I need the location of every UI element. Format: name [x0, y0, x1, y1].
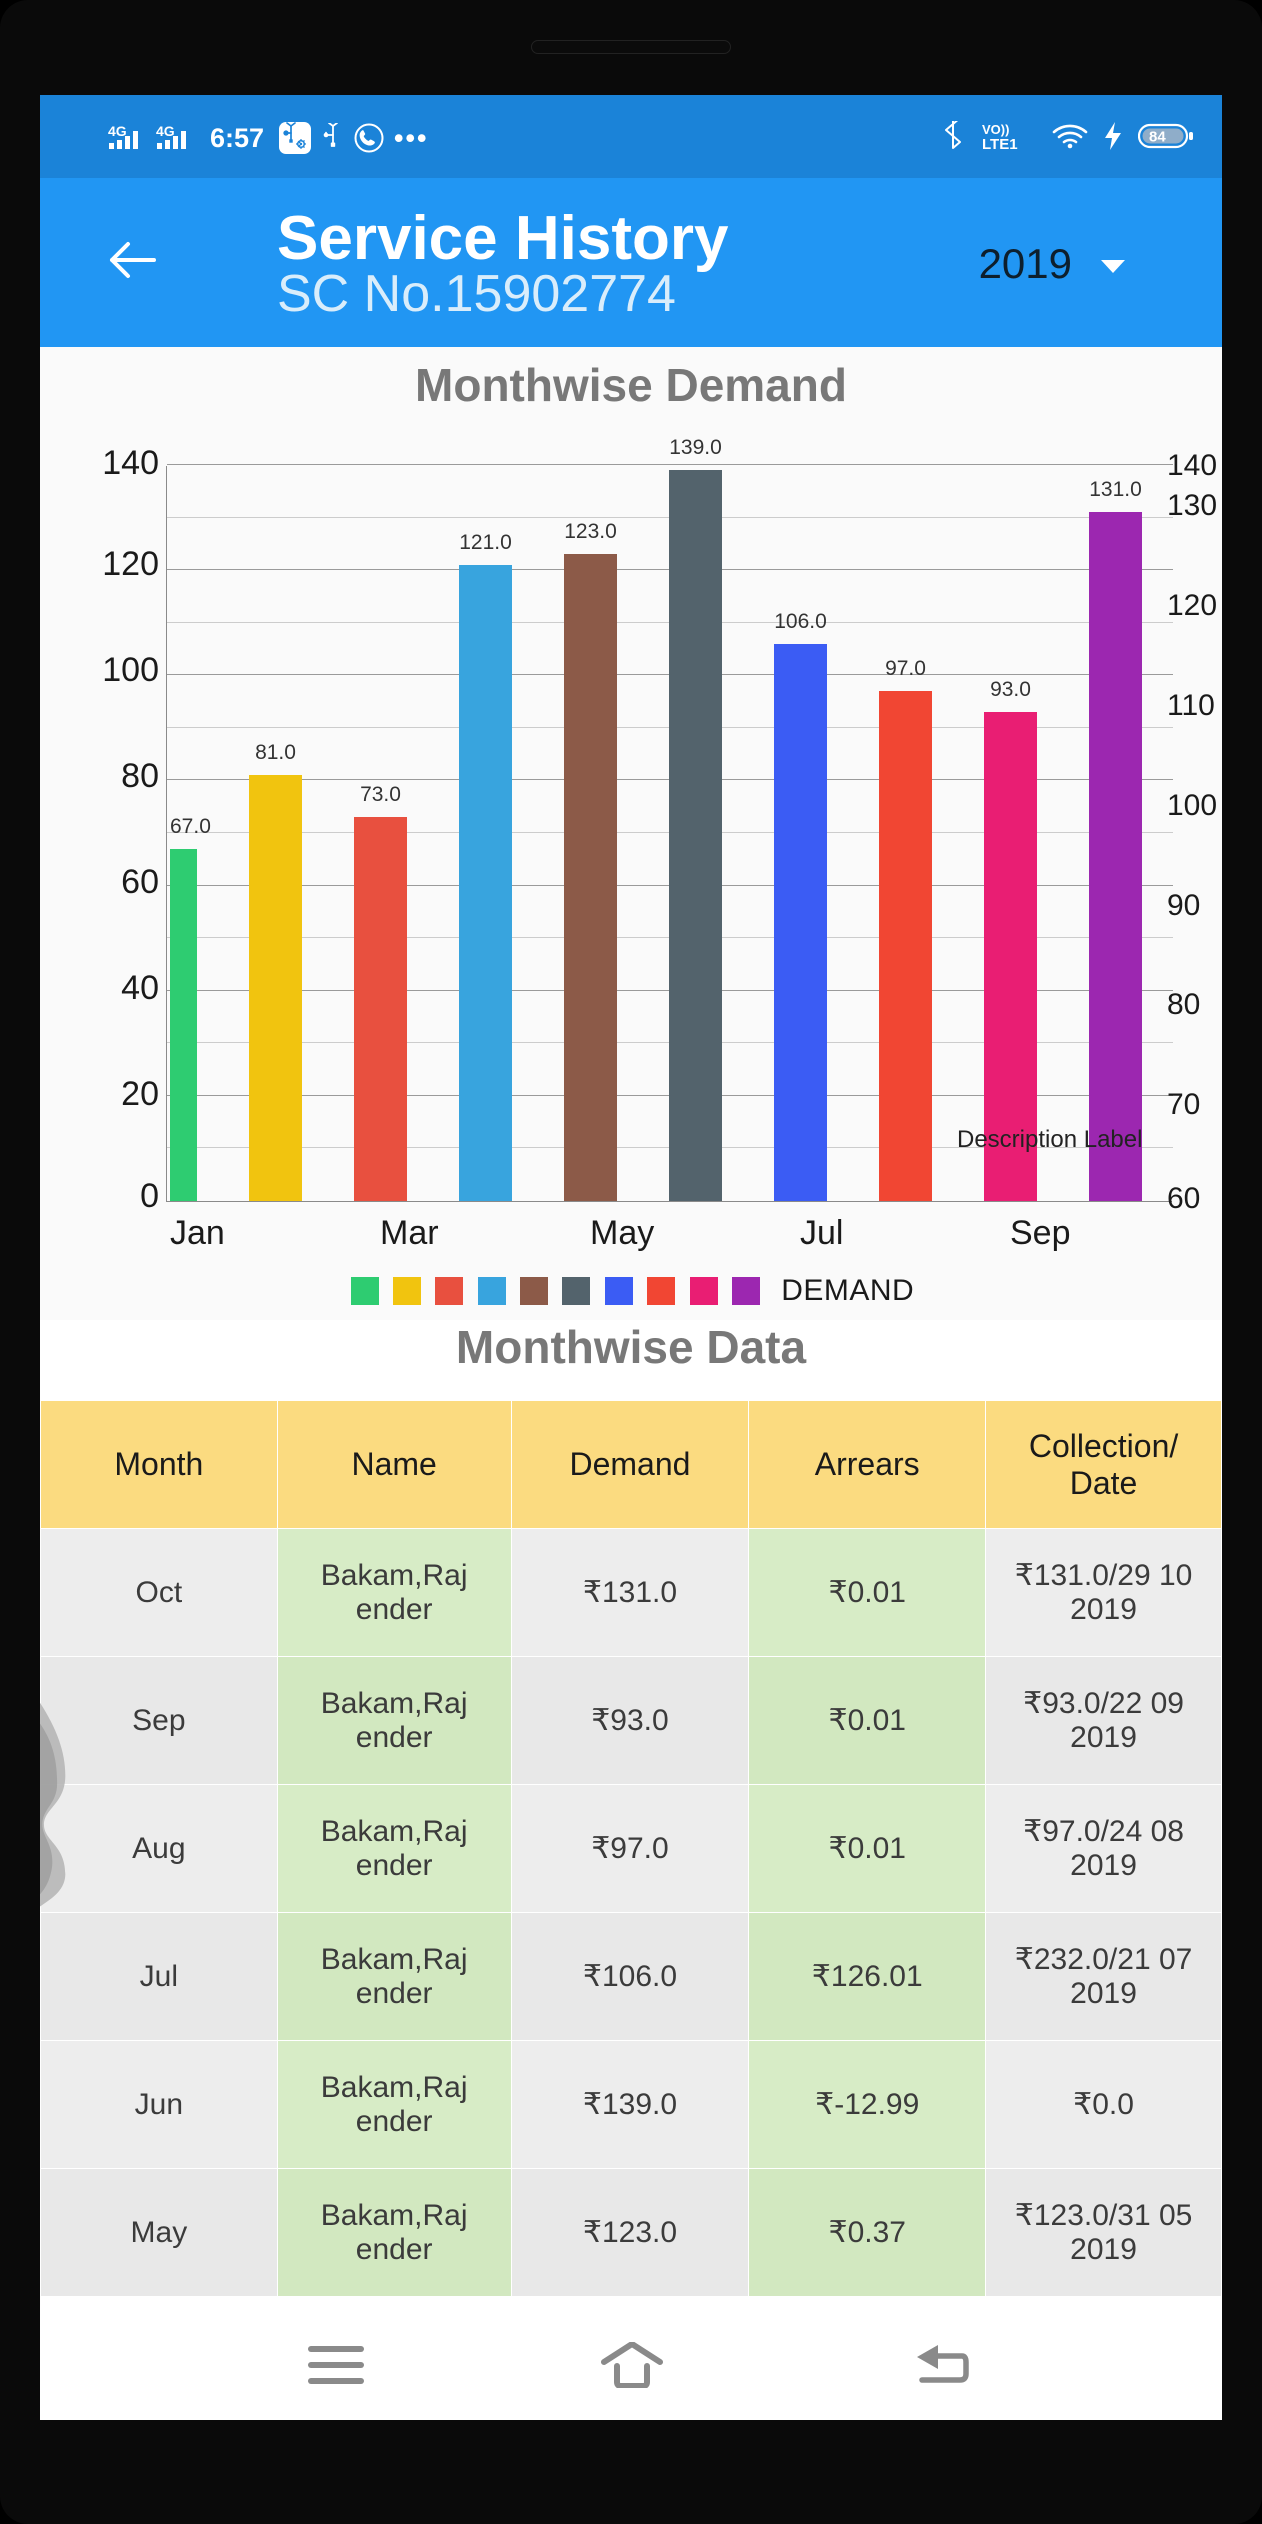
svg-text:84: 84 [1149, 129, 1166, 146]
svg-text:LTE1: LTE1 [982, 136, 1018, 151]
svg-text:4G: 4G [108, 125, 127, 139]
svg-text:4G: 4G [156, 125, 175, 139]
svg-text:VO)): VO)) [982, 122, 1009, 137]
